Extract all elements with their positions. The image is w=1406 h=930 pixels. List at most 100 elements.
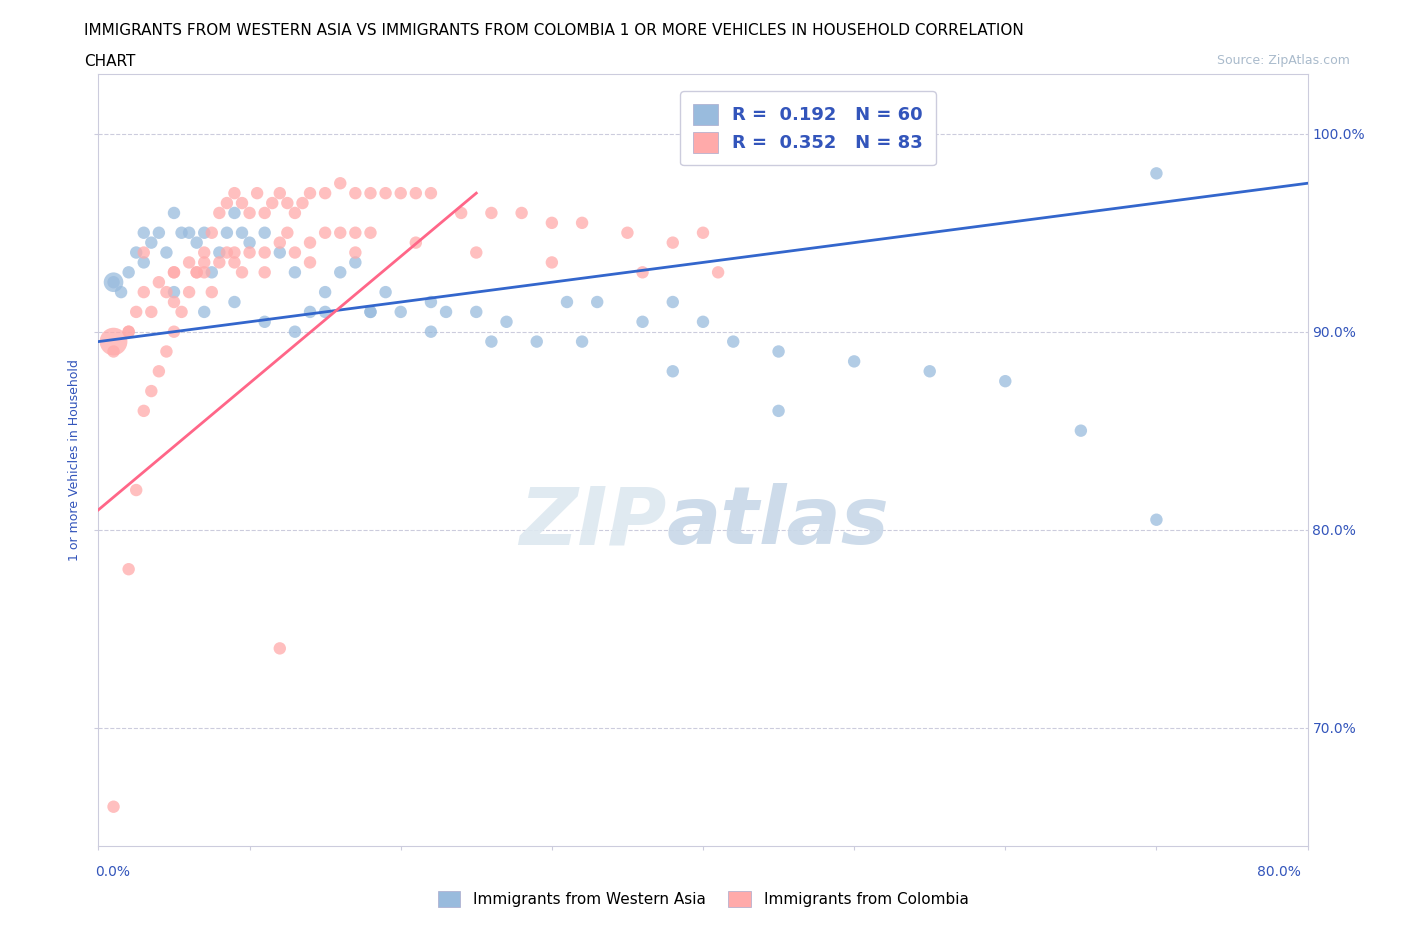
- Point: [374, 285, 396, 299]
- Point: [132, 255, 155, 270]
- Point: [918, 364, 941, 379]
- Legend: R =  0.192   N = 60, R =  0.352   N = 83: R = 0.192 N = 60, R = 0.352 N = 83: [681, 91, 936, 166]
- Point: [692, 225, 714, 240]
- Point: [269, 246, 291, 260]
- Point: [291, 195, 314, 210]
- Point: [1146, 166, 1168, 180]
- Point: [253, 265, 276, 280]
- Point: [231, 225, 253, 240]
- Point: [389, 186, 412, 201]
- Point: [163, 285, 186, 299]
- Point: [465, 246, 488, 260]
- Point: [201, 225, 224, 240]
- Point: [208, 255, 231, 270]
- Point: [132, 225, 155, 240]
- Point: [193, 255, 215, 270]
- Point: [103, 344, 125, 359]
- Point: [208, 246, 231, 260]
- Point: [299, 235, 322, 250]
- Text: Source: ZipAtlas.com: Source: ZipAtlas.com: [1216, 54, 1350, 67]
- Point: [284, 246, 307, 260]
- Point: [405, 186, 427, 201]
- Point: [155, 246, 177, 260]
- Point: [141, 304, 163, 319]
- Point: [465, 304, 488, 319]
- Point: [329, 176, 352, 191]
- Point: [163, 265, 186, 280]
- Point: [253, 206, 276, 220]
- Point: [1070, 423, 1092, 438]
- Point: [148, 364, 170, 379]
- Point: [586, 295, 609, 310]
- Point: [768, 344, 790, 359]
- Point: [253, 246, 276, 260]
- Point: [118, 562, 141, 577]
- Point: [231, 195, 253, 210]
- Point: [193, 265, 215, 280]
- Point: [540, 216, 562, 231]
- Point: [707, 265, 730, 280]
- Point: [118, 265, 141, 280]
- Point: [344, 246, 367, 260]
- Point: [1146, 512, 1168, 527]
- Y-axis label: 1 or more Vehicles in Household: 1 or more Vehicles in Household: [67, 359, 82, 562]
- Point: [276, 195, 298, 210]
- Point: [299, 255, 322, 270]
- Point: [253, 225, 276, 240]
- Point: [344, 255, 367, 270]
- Point: [224, 206, 246, 220]
- Point: [148, 274, 170, 289]
- Point: [110, 285, 132, 299]
- Point: [179, 255, 201, 270]
- Point: [692, 314, 714, 329]
- Point: [284, 206, 307, 220]
- Point: [193, 246, 215, 260]
- Point: [344, 186, 367, 201]
- Point: [186, 265, 208, 280]
- Point: [170, 304, 193, 319]
- Point: [103, 799, 125, 814]
- Legend: Immigrants from Western Asia, Immigrants from Colombia: Immigrants from Western Asia, Immigrants…: [432, 884, 974, 913]
- Point: [246, 186, 269, 201]
- Point: [299, 186, 322, 201]
- Point: [450, 206, 472, 220]
- Point: [224, 295, 246, 310]
- Point: [215, 195, 238, 210]
- Point: [125, 246, 148, 260]
- Point: [118, 325, 141, 339]
- Point: [193, 304, 215, 319]
- Point: [193, 225, 215, 240]
- Point: [163, 325, 186, 339]
- Point: [141, 384, 163, 399]
- Text: atlas: atlas: [666, 483, 890, 561]
- Point: [723, 334, 745, 349]
- Point: [661, 364, 683, 379]
- Point: [661, 235, 683, 250]
- Point: [103, 274, 125, 289]
- Point: [125, 304, 148, 319]
- Point: [420, 295, 443, 310]
- Point: [170, 225, 193, 240]
- Point: [239, 235, 262, 250]
- Point: [132, 404, 155, 418]
- Text: 80.0%: 80.0%: [1257, 865, 1301, 879]
- Point: [186, 265, 208, 280]
- Point: [155, 344, 177, 359]
- Point: [269, 235, 291, 250]
- Point: [224, 255, 246, 270]
- Point: [163, 295, 186, 310]
- Point: [201, 265, 224, 280]
- Point: [571, 334, 593, 349]
- Point: [540, 255, 562, 270]
- Point: [269, 641, 291, 656]
- Point: [163, 206, 186, 220]
- Point: [155, 285, 177, 299]
- Point: [374, 186, 396, 201]
- Point: [329, 265, 352, 280]
- Point: [284, 265, 307, 280]
- Text: ZIP: ZIP: [519, 483, 666, 561]
- Point: [344, 225, 367, 240]
- Point: [231, 265, 253, 280]
- Point: [389, 304, 412, 319]
- Point: [224, 186, 246, 201]
